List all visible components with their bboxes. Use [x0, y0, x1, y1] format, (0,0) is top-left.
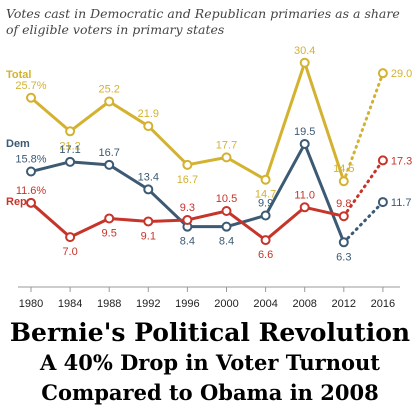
series-total-data-label: 21.2 — [59, 140, 80, 152]
x-tick-label: 2004 — [253, 298, 277, 310]
chart-subtitle-line-2: of eligible voters in primary states — [6, 22, 224, 37]
series-dem-data-label: 11.7 — [391, 197, 412, 209]
series-rep-point — [260, 235, 271, 246]
series-rep-point — [26, 197, 36, 208]
series-total-data-label: 25.2 — [98, 83, 119, 95]
series-total-point — [299, 57, 310, 68]
series-dem-data-label: 8.4 — [180, 236, 195, 248]
series-rep-name: Rep — [6, 196, 27, 208]
series-rep-point — [377, 155, 388, 166]
x-tick-label: 2000 — [214, 298, 238, 310]
x-tick-label: 1996 — [175, 298, 199, 310]
series-rep-data-label: 6.6 — [258, 249, 273, 261]
series-dem-data-label: 13.4 — [138, 171, 159, 183]
x-tick-label: 1980 — [19, 298, 43, 310]
series-total-data-label: 25.7% — [15, 80, 46, 92]
series-total-point — [338, 176, 349, 187]
turnout-line-chart: Votes cast in Democratic and Republican … — [6, 6, 412, 310]
series-total-projection — [342, 71, 385, 183]
series-rep-data-label: 11.0 — [294, 189, 315, 201]
series-rep-point — [299, 202, 310, 213]
series-dem-point — [26, 166, 36, 177]
headline-line-3: Compared to Obama in 2008 — [41, 380, 379, 405]
series-total: 25.7% 21.2 25.2 21.9 16.7 17.7 14.7 30.4 14.5 29.… — [6, 45, 412, 201]
series-total-data-label: 21.9 — [138, 108, 159, 120]
series-rep-point — [182, 214, 193, 225]
series-dem-data-label: 8.4 — [219, 236, 234, 248]
series-dem-point — [143, 184, 154, 195]
series-rep-data-label: 7.0 — [62, 246, 77, 258]
series-dem-data-label: 9.9 — [258, 197, 273, 209]
series-rep-point — [338, 211, 349, 222]
series-dem-data-label: 6.3 — [336, 251, 351, 263]
series-dem-point — [299, 138, 310, 149]
series-total-data-label: 16.7 — [177, 174, 198, 186]
series-dem-name: Dem — [6, 138, 30, 150]
series-total-point — [260, 174, 271, 185]
series-total-point — [65, 126, 76, 137]
series-rep-data-label: 17.3 — [391, 155, 412, 167]
x-tick-label: 2008 — [292, 298, 316, 310]
chart-subtitle-line-1: Votes cast in Democratic and Republican … — [6, 6, 400, 21]
headline-line-2: A 40% Drop in Voter Turnout — [39, 350, 380, 375]
series-dem-point — [65, 156, 76, 167]
series-total-point — [221, 152, 232, 163]
series-dem-data-label: 17.1 — [59, 144, 80, 156]
series-dem: 15.8% 17.1 16.7 13.4 8.4 8.4 9.9 19.5 6.3 11.7 Dem — [6, 126, 411, 263]
series-total-point — [104, 96, 115, 107]
series-rep-data-label: 9.3 — [180, 202, 195, 214]
series-layer: 25.7% 21.2 25.2 21.9 16.7 17.7 14.7 30.4 14.5 29.… — [6, 45, 412, 264]
series-rep-data-label: 9.5 — [102, 227, 117, 239]
series-total-data-label: 30.4 — [294, 45, 315, 57]
series-total-name: Total — [6, 69, 31, 81]
series-rep-point — [221, 206, 232, 217]
series-rep-data-label: 9.8 — [336, 198, 351, 210]
series-dem-point — [221, 221, 232, 232]
x-tick-label: 1988 — [97, 298, 121, 310]
series-total-point — [26, 92, 36, 103]
series-total-data-label: 17.7 — [216, 139, 237, 151]
series-total-data-label: 14.7 — [255, 189, 276, 201]
series-rep-point — [104, 213, 115, 224]
series-dem-point — [104, 159, 115, 170]
series-rep-point — [65, 232, 76, 243]
series-rep-data-label: 10.5 — [216, 193, 237, 205]
series-total-data-label: 14.5 — [333, 163, 354, 175]
x-tick-label: 2016 — [371, 298, 395, 310]
series-dem-point — [377, 197, 388, 208]
x-tick-label: 1992 — [136, 298, 160, 310]
x-tick-label: 2012 — [332, 298, 356, 310]
series-dem-data-label: 15.8% — [15, 154, 46, 166]
series-rep-data-label: 11.6% — [16, 185, 47, 197]
headline-line-1: Bernie's Political Revolution — [9, 318, 411, 347]
x-tick-label: 1984 — [58, 298, 82, 310]
series-dem-data-label: 19.5 — [294, 126, 315, 138]
series-total-data-label: 29.0 — [391, 68, 412, 80]
series-dem-point — [338, 237, 349, 248]
series-total-point — [182, 159, 193, 170]
series-rep-data-label: 9.1 — [141, 230, 156, 242]
series-dem-projection — [342, 200, 385, 244]
x-axis-ticks: 1980 1984 1988 1992 1996 2000 2004 2008 2012 2016 — [19, 287, 395, 310]
series-total-point — [143, 121, 154, 132]
series-dem-data-label: 16.7 — [98, 147, 119, 159]
series-dem-point — [260, 210, 271, 221]
series-total-point — [377, 68, 388, 79]
series-rep: 11.6% 7.0 9.5 9.1 9.3 10.5 6.6 11.0 9.8 17.3 Rep — [6, 155, 412, 261]
series-rep-point — [143, 216, 154, 227]
series-rep-projection — [342, 158, 385, 218]
